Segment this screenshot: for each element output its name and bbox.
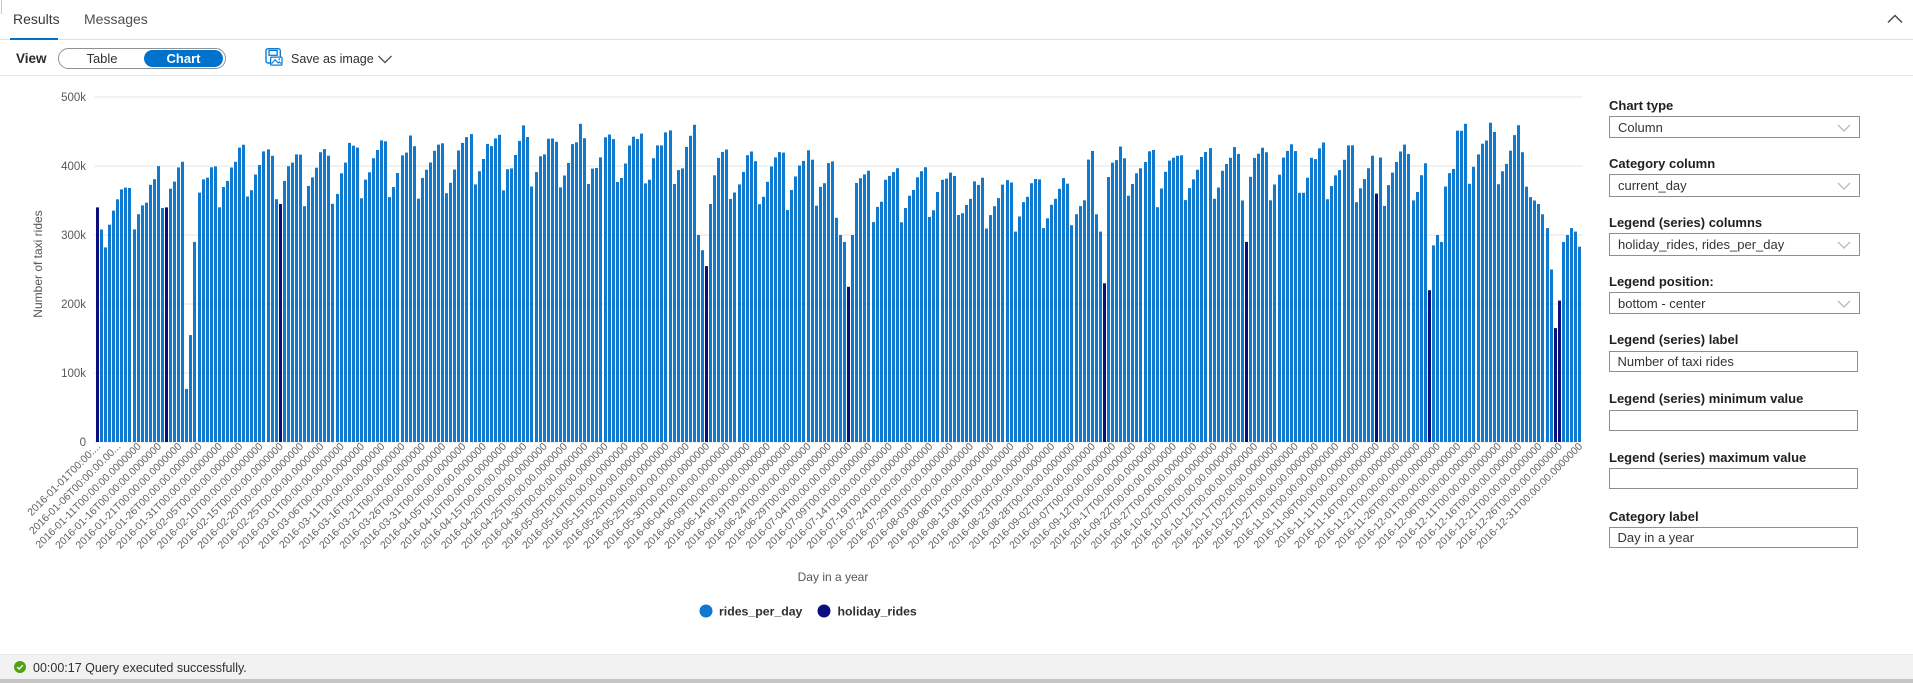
svg-text:100k: 100k bbox=[61, 368, 86, 380]
svg-text:rides_per_day: rides_per_day bbox=[719, 605, 803, 619]
svg-text:Day in a year: Day in a year bbox=[798, 570, 869, 584]
svg-text:400k: 400k bbox=[61, 161, 86, 173]
svg-text:Number of taxi rides: Number of taxi rides bbox=[31, 210, 45, 317]
svg-text:500k: 500k bbox=[61, 92, 86, 104]
svg-text:200k: 200k bbox=[61, 299, 86, 311]
svg-text:0: 0 bbox=[80, 437, 86, 449]
svg-text:holiday_rides: holiday_rides bbox=[838, 605, 917, 619]
svg-text:300k: 300k bbox=[61, 230, 86, 242]
